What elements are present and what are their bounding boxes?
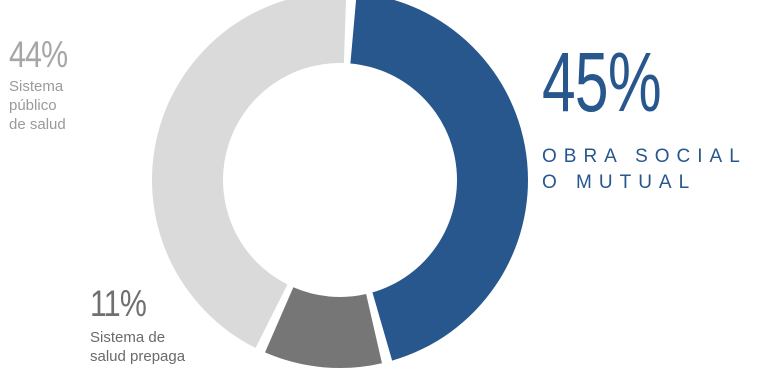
slice-prepaga: [265, 287, 382, 368]
prepaga-percent: 11%: [90, 283, 147, 324]
public-health-line-1: Sistema: [9, 78, 64, 95]
public-health-line-2: público: [9, 97, 57, 114]
label-prepaga: 11% Sistema de salud prepaga: [90, 285, 210, 366]
public-health-line-3: de salud: [9, 116, 66, 133]
obra-social-description: OBRA SOCIAL O MUTUAL: [542, 144, 781, 196]
slice-obra-social: [350, 0, 528, 361]
obra-social-percent: 45%: [542, 35, 662, 129]
public-health-percent: 44%: [9, 34, 68, 75]
label-obra-social: 45% OBRA SOCIAL O MUTUAL: [542, 40, 781, 196]
prepaga-description: Sistema de salud prepaga: [90, 328, 210, 366]
label-public-health: 44% Sistema público de salud: [9, 36, 99, 134]
prepaga-line-2: salud prepaga: [90, 348, 186, 365]
public-health-description: Sistema público de salud: [9, 77, 99, 134]
obra-social-line-2: O MUTUAL: [542, 172, 697, 193]
obra-social-line-1: OBRA SOCIAL: [542, 146, 747, 167]
prepaga-line-1: Sistema de: [90, 329, 166, 346]
slice-public-health: [152, 0, 346, 348]
